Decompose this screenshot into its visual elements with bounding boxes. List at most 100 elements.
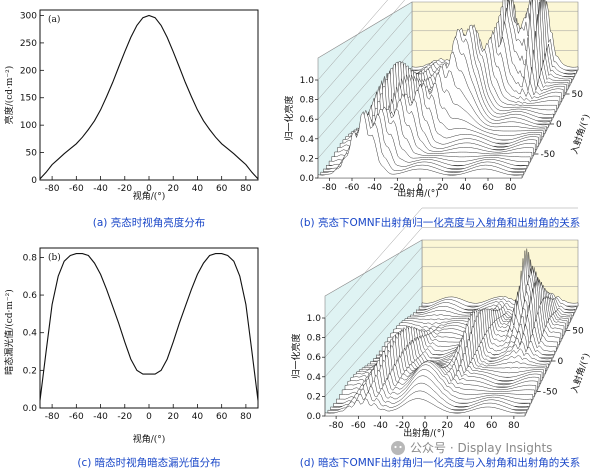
x-tick-label: -20	[117, 184, 132, 194]
wall-grid-line	[324, 246, 578, 358]
caption-d: (d) 暗态下OMNF出射角归一化亮度与入射角和出射角的关系	[300, 456, 580, 469]
wall-grid-line	[317, 0, 388, 81]
x-tick-label: -40	[367, 183, 382, 193]
y-tick-label: 0.8	[23, 253, 38, 263]
y-axis-label-a: 亮度/(cd·m⁻²)	[3, 66, 15, 125]
x-axis-label-c: 视角/(°)	[133, 433, 166, 445]
y-tick-label: 0.0	[23, 404, 38, 414]
surface-panel-b: 0.0 0.2 0.4 0.6 0.8 1.0 -80 -60 -40 -20 0 20 40 60 80 -…	[283, 0, 592, 229]
wall-grid-line	[317, 0, 406, 100]
z-tick-label: 0.6	[307, 353, 322, 363]
y-tick-label: 150	[20, 94, 37, 104]
surface-row	[324, 398, 526, 417]
z-axis-label-d: 归一化亮度	[290, 333, 302, 378]
wechat-icon-eye-left	[394, 445, 397, 449]
x-tick-label: 20	[167, 412, 179, 422]
wall-grid-d	[324, 207, 578, 397]
wechat-icon-eye-right	[399, 445, 402, 449]
watermark: 公众号 · Display Insights	[391, 441, 552, 455]
x-tick-label: 60	[216, 412, 228, 422]
x-tick-label: 80	[505, 183, 517, 193]
z-tick-label: 0.4	[300, 135, 315, 145]
z-tick-label: 0.0	[300, 174, 315, 184]
y-axis-label-d: 入射角/(°)	[568, 351, 592, 394]
z-axis-label-b: 归一化亮度	[283, 95, 295, 140]
surface-row	[317, 111, 523, 179]
y-tick-label: 0	[558, 357, 564, 367]
x-tick-label: 0	[417, 183, 423, 193]
y-tick-label: -50	[540, 150, 555, 160]
x-tick-label: -80	[45, 184, 60, 194]
y-tick-label: 100	[20, 121, 37, 131]
y-tick-label: 300	[20, 11, 37, 21]
y-tick-label: 0.6	[23, 291, 38, 301]
x-tick-label: -80	[45, 412, 60, 422]
x-tick-label: 80	[240, 412, 252, 422]
x-tick-label: 60	[216, 184, 228, 194]
caption-b: (b) 亮态下OMNF出射角归一化亮度与入射角和出射角的关系	[300, 216, 580, 229]
watermark-text: 公众号 · Display Insights	[410, 441, 552, 455]
caption-c: (c) 暗态时视角暗态漏光值分布	[77, 456, 220, 469]
axis-ticks-b: 0.0 0.2 0.4 0.6 0.8 1.0 -80 -60 -40 -20 0 20 40 60 80 -…	[300, 76, 584, 193]
x-tick-label: -80	[329, 421, 344, 431]
plot-frame-c	[39, 247, 259, 409]
x-tick-label: 20	[441, 421, 453, 431]
y-tick-label: 200	[20, 66, 37, 76]
x-tick-label: 60	[482, 183, 494, 193]
y-tick-label: -50	[543, 388, 558, 398]
x-tick-label: 0	[146, 184, 152, 194]
y-tick-label: 50	[572, 90, 584, 100]
z-tick-label: 0.4	[307, 373, 322, 383]
x-tick-label: 60	[486, 421, 498, 431]
z-tick-label: 1.0	[300, 76, 315, 86]
x-tick-label: -40	[93, 412, 108, 422]
y-axis-label-c: 暗态漏光值/(cd·m⁻²)	[3, 289, 15, 375]
panel-tag-a: (a)	[48, 14, 60, 25]
x-tick-label: 80	[240, 184, 252, 194]
x-tick-label: -60	[69, 412, 84, 422]
x-tick-label: 0	[422, 421, 428, 431]
x-axis-label-d: 出射角/(°)	[403, 427, 445, 439]
z-tick-label: 0.6	[300, 115, 315, 125]
axis-ticks-c: -80 -60 -40 -20 0 20 40 60 80 0.0 0.2 0.4 0.6 0.8	[23, 253, 252, 422]
z-tick-label: 0.8	[300, 96, 315, 106]
x-tick-label: 20	[437, 183, 449, 193]
y-tick-label: 250	[20, 39, 37, 49]
y-tick-label: 0	[31, 176, 37, 186]
x-tick-label: -20	[390, 183, 405, 193]
x-tick-label: 40	[192, 184, 204, 194]
y-tick-label: 0.4	[23, 329, 38, 339]
x-tick-label: 80	[508, 421, 520, 431]
x-axis-label-b: 出射角/(°)	[397, 187, 439, 199]
series-line-a	[39, 14, 259, 180]
z-tick-label: 0.0	[307, 412, 322, 422]
z-tick-label: 0.8	[307, 334, 322, 344]
y-tick-label: 50	[572, 326, 584, 336]
x-tick-label: -80	[322, 183, 337, 193]
y-axis-label-b: 入射角/(°)	[568, 112, 592, 155]
panel-tag-c: (b)	[48, 252, 61, 263]
x-tick-label: -60	[69, 184, 84, 194]
x-tick-label: 40	[464, 421, 476, 431]
axis-ticks-a: -80 -60 -40 -20 0 20 40 60 80 0 50 100 150 200 250 300	[20, 11, 252, 194]
z-tick-label: 1.0	[307, 314, 322, 324]
chart-panel-a: (a) -80 -60 -40 -20 0 20 40 60 80 0 50 100 150 200 250…	[3, 9, 259, 229]
x-tick-label: -60	[345, 183, 360, 193]
surface-mesh-d	[324, 248, 579, 417]
axis-ticks-d: 0.0 0.2 0.4 0.6 0.8 1.0 -80 -60 -40 -20 0 20 40 60 80 -…	[307, 314, 584, 431]
wechat-icon	[391, 441, 405, 455]
wall-grid-line	[317, 10, 578, 120]
x-tick-label: 40	[192, 412, 204, 422]
x-tick-label: 0	[146, 412, 152, 422]
x-tick-label: -20	[117, 412, 132, 422]
surface-mesh-b	[317, 0, 579, 179]
z-tick-label: 0.2	[307, 392, 321, 402]
y-tick-label: 0.2	[23, 366, 37, 376]
x-tick-label: 20	[167, 184, 179, 194]
wall-grid-line	[324, 207, 578, 319]
series-line-c	[39, 253, 259, 401]
y-tick-label: 0	[556, 120, 562, 130]
x-tick-label: -40	[93, 184, 108, 194]
caption-a: (a) 亮态时视角亮度分布	[93, 216, 205, 229]
